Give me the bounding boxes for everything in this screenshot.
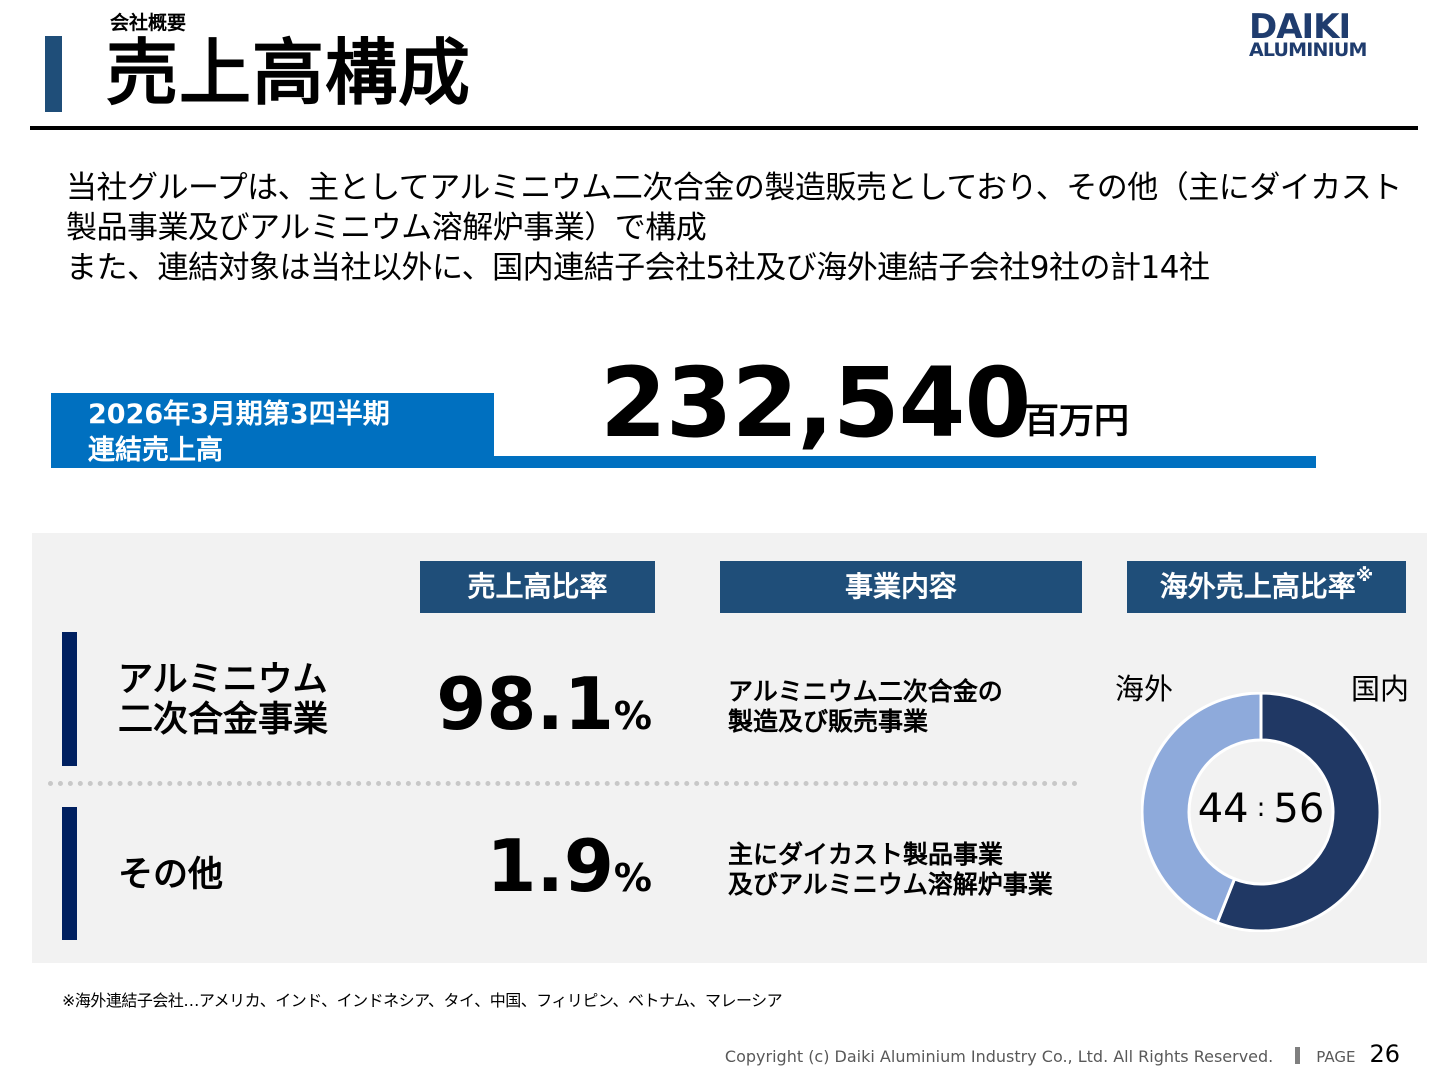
- page-footer: Copyright (c) Daiki Aluminium Industry C…: [725, 1040, 1400, 1068]
- header-business-content: 事業内容: [720, 561, 1082, 613]
- intro-paragraph: 当社グループは、主としてアルミニウム二次合金の製造販売としており、その他（主にダ…: [66, 168, 1406, 288]
- logo-line-2: ALUMINIUM: [1249, 39, 1367, 61]
- kpi-metric: 連結売上高: [88, 435, 223, 466]
- kpi-period: 2026年3月期第3四半期: [88, 399, 390, 430]
- segment-name: アルミニウム 二次合金事業: [118, 660, 328, 740]
- segment-ratio-value: 1.9: [486, 824, 614, 908]
- row-divider: [48, 781, 1078, 786]
- segment-ratio: 98.1%: [420, 664, 652, 744]
- segment-description-line: 主にダイカスト製品事業: [728, 840, 1004, 869]
- footnote-mark: ※: [1355, 565, 1374, 586]
- percent-sign: %: [613, 856, 652, 900]
- segment-ratio-value: 98.1: [436, 662, 614, 746]
- percent-sign: %: [613, 694, 652, 738]
- header-overseas-ratio-label: 海外売上高比率: [1159, 570, 1356, 603]
- segment-name-line: アルミニウム: [118, 660, 328, 700]
- copyright-text: Copyright (c) Daiki Aluminium Industry C…: [724, 1047, 1274, 1066]
- segment-description: 主にダイカスト製品事業 及びアルミニウム溶解炉事業: [728, 840, 1053, 900]
- ratio-separator: :: [1256, 793, 1266, 823]
- title-accent-bar: [45, 36, 62, 112]
- kpi-underline: [494, 456, 1316, 468]
- segment-name-line: 二次合金事業: [118, 700, 329, 740]
- title-divider: [30, 126, 1418, 130]
- segment-description: アルミニウム二次合金の 製造及び販売事業: [728, 677, 1003, 737]
- intro-line: 当社グループは、主としてアルミニウム二次合金の製造販売としており、その他（主にダ…: [66, 170, 1402, 206]
- page-title: 売上高構成: [106, 31, 472, 115]
- donut-center-ratio: 44:56: [1141, 785, 1381, 838]
- overseas-ratio-donut-chart: 44:56: [1140, 691, 1382, 933]
- donut-label-domestic: 国内: [1351, 672, 1410, 706]
- footer-separator: [1295, 1047, 1301, 1064]
- ratio-overseas: 44: [1197, 786, 1249, 832]
- segment-description-line: 製造及び販売事業: [728, 707, 929, 736]
- segment-accent-bar: [62, 807, 77, 940]
- intro-line: また、連結対象は当社以外に、国内連結子会社5社及び海外連結子会社9社の計14社: [66, 250, 1210, 286]
- donut-slice-domestic: [1215, 691, 1382, 933]
- ratio-domestic: 56: [1273, 786, 1325, 832]
- donut-svg: [1140, 691, 1382, 933]
- segment-name: その他: [118, 855, 223, 895]
- donut-label-overseas: 海外: [1115, 672, 1174, 706]
- segment-description-line: アルミニウム二次合金の: [728, 677, 1003, 706]
- donut-slice-overseas: [1140, 691, 1263, 925]
- segment-description-line: 及びアルミニウム溶解炉事業: [728, 870, 1053, 899]
- footnote: ※海外連結子会社…アメリカ、インド、インドネシア、タイ、中国、フィリピン、ベトナ…: [62, 991, 783, 1010]
- logo-line-1: DAIKI: [1249, 7, 1351, 47]
- header-overseas-ratio: 海外売上高比率※: [1127, 561, 1406, 613]
- breadcrumb: 会社概要: [110, 12, 187, 34]
- kpi-label-box: 2026年3月期第3四半期 連結売上高: [51, 393, 494, 468]
- kpi-unit: 百万円: [1024, 402, 1130, 442]
- kpi-value: 232,540: [600, 347, 1031, 459]
- header-sales-ratio: 売上高比率: [420, 561, 655, 613]
- company-logo: DAIKI ALUMINIUM: [1249, 7, 1421, 61]
- header-sales-ratio-label: 売上高比率: [467, 570, 608, 603]
- page-label: PAGE: [1316, 1048, 1356, 1066]
- segment-ratio: 1.9%: [420, 826, 652, 906]
- header-business-content-label: 事業内容: [844, 570, 957, 603]
- segment-accent-bar: [62, 632, 77, 766]
- intro-line: 製品事業及びアルミニウム溶解炉事業）で構成: [66, 210, 707, 246]
- segment-name-line: その他: [118, 855, 224, 895]
- page-number: 26: [1369, 1040, 1400, 1068]
